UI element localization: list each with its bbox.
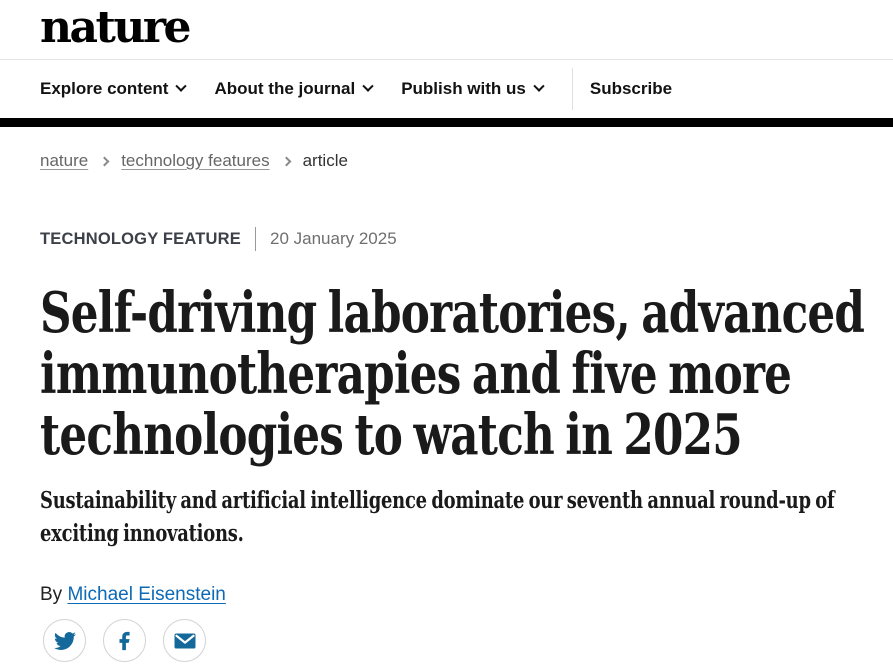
nav-publish-with-us[interactable]: Publish with us	[401, 79, 545, 99]
chevron-right-icon	[281, 156, 292, 167]
byline-prefix: By	[40, 584, 68, 605]
article-standfirst: Sustainability and artificial intelligen…	[40, 487, 835, 547]
breadcrumb: nature technology features article	[40, 151, 853, 171]
site-header: nature	[0, 0, 893, 60]
facebook-icon	[119, 631, 130, 650]
article-main: nature technology features article TECHN…	[0, 151, 893, 662]
meta-divider	[255, 227, 256, 251]
nav-divider	[571, 68, 573, 110]
chevron-down-icon	[362, 80, 374, 92]
chevron-down-icon	[175, 80, 188, 92]
chevron-down-icon	[533, 80, 545, 92]
publish-date: 20 January 2025	[270, 229, 397, 248]
nav-item-label: About the journal	[214, 79, 356, 98]
nav-subscribe[interactable]: Subscribe	[590, 79, 672, 99]
byline: By Michael Eisenstein	[40, 584, 853, 606]
author-link[interactable]: Michael Eisenstein	[67, 584, 226, 605]
breadcrumb-article: article	[302, 151, 348, 170]
article-meta-row: TECHNOLOGY FEATURE 20 January 2025	[40, 227, 853, 251]
nature-logo[interactable]: nature	[40, 1, 192, 53]
share-facebook-button[interactable]	[103, 619, 146, 662]
email-icon	[174, 633, 195, 648]
main-nav: Explore content About the journal Publis…	[0, 60, 893, 118]
share-twitter-button[interactable]	[43, 619, 86, 662]
share-email-button[interactable]	[163, 619, 206, 662]
breadcrumb-nature[interactable]: nature	[40, 151, 89, 170]
twitter-icon	[53, 631, 76, 650]
nav-about-the-journal[interactable]: About the journal	[214, 79, 374, 99]
nav-explore-content[interactable]: Explore content	[40, 79, 188, 99]
article-category: TECHNOLOGY FEATURE	[40, 229, 241, 248]
breadcrumb-technology-features[interactable]: technology features	[121, 151, 270, 170]
nav-item-label: Explore content	[40, 79, 169, 98]
nav-item-label: Subscribe	[589, 79, 673, 98]
header-black-bar	[0, 118, 893, 127]
chevron-right-icon	[99, 156, 110, 167]
article-title: Self-driving laboratories, advanced immu…	[40, 280, 865, 468]
social-share-row	[40, 619, 853, 662]
nav-item-label: Publish with us	[401, 79, 526, 98]
